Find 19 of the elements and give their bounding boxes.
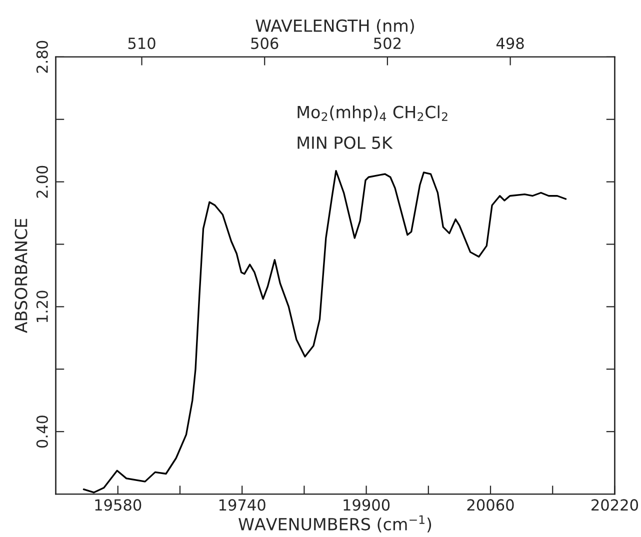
annotation: Mo$_{2}$(mhp)$_{4}$ CH$_{2}$Cl$_{2}$ bbox=[298, 105, 448, 122]
y-tick-label: 1.20 bbox=[36, 290, 48, 322]
x-tick-label: 19740 bbox=[219, 499, 266, 511]
x2-axis-title: WAVELENGTH (nm) bbox=[256, 19, 414, 34]
x2-tick-label: 502 bbox=[374, 38, 401, 50]
y-tick-label: 2.00 bbox=[36, 166, 48, 198]
x2-tick-label: 510 bbox=[128, 38, 156, 50]
y-tick-label: 0.40 bbox=[36, 416, 48, 448]
x-axis-title: WAVENUMBERS (cm$^{−1}$) bbox=[238, 515, 432, 532]
x2-tick-label: 498 bbox=[496, 38, 524, 50]
x-tick-label: 20220 bbox=[592, 499, 638, 511]
x2-tick-label: 506 bbox=[251, 38, 278, 50]
line-series bbox=[82, 170, 567, 494]
y-tick-label: 2.80 bbox=[36, 40, 48, 73]
x-tick-label: 20060 bbox=[467, 499, 514, 511]
x-tick-label: 19900 bbox=[344, 499, 390, 511]
annotation: MIN POL 5K bbox=[298, 136, 393, 149]
y-axis-title: ABSORBANCE bbox=[14, 218, 28, 333]
x-tick-label: 19580 bbox=[95, 499, 142, 511]
